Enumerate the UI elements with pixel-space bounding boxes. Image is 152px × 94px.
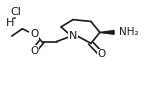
Text: Cl: Cl <box>11 7 22 17</box>
Text: NH₂: NH₂ <box>119 27 138 37</box>
Text: O: O <box>30 29 38 39</box>
Text: O: O <box>30 46 38 56</box>
Text: N: N <box>69 31 77 41</box>
Text: H: H <box>6 18 15 28</box>
Polygon shape <box>100 31 114 34</box>
Text: O: O <box>97 49 105 59</box>
